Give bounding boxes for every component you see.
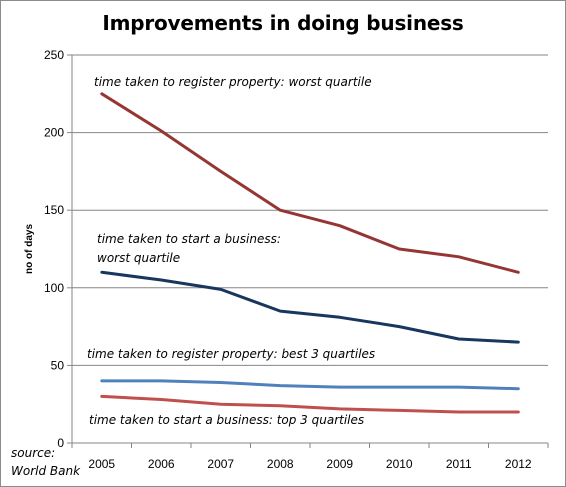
x-tick-label: 2010 <box>386 457 413 471</box>
x-tick-label: 2009 <box>326 457 353 471</box>
x-tick-labels: 2005 2006 2007 2008 2009 2010 2011 2012 <box>88 457 532 471</box>
y-tick-label: 50 <box>51 358 65 372</box>
series-line-3 <box>100 394 520 414</box>
x-tick-label: 2007 <box>207 457 234 471</box>
annotation-register-worst: time taken to register property: worst q… <box>94 75 372 89</box>
series-line-0 <box>100 92 520 274</box>
series-line-1 <box>100 270 520 344</box>
chart-title: Improvements in doing business <box>102 11 464 35</box>
y-tick-label: 150 <box>44 203 64 217</box>
series-lines <box>100 92 520 414</box>
annotation-start-worst-line1: time taken to start a business: <box>97 232 281 246</box>
y-axis-label: no of days <box>24 224 35 274</box>
x-tick-label: 2008 <box>267 457 294 471</box>
y-tick-label: 100 <box>44 281 64 295</box>
annotation-register-best: time taken to register property: best 3 … <box>87 347 375 361</box>
annotation-start-top: time taken to start a business: top 3 qu… <box>89 413 364 427</box>
x-tick-label: 2005 <box>88 457 115 471</box>
series-line-2 <box>100 379 520 391</box>
x-tick-label: 2006 <box>148 457 175 471</box>
y-tick-label: 200 <box>44 126 64 140</box>
x-tick-label: 2012 <box>505 457 532 471</box>
source-name: World Bank <box>11 464 81 478</box>
source-label: source: <box>11 446 55 460</box>
annotation-start-worst-line2: worst quartile <box>97 251 180 265</box>
x-tick-label: 2011 <box>446 457 472 471</box>
y-tick-label: 0 <box>57 436 64 450</box>
y-tick-labels: 0 50 100 150 200 250 <box>44 48 64 450</box>
gridlines <box>67 54 549 448</box>
y-tick-label: 250 <box>44 48 64 62</box>
